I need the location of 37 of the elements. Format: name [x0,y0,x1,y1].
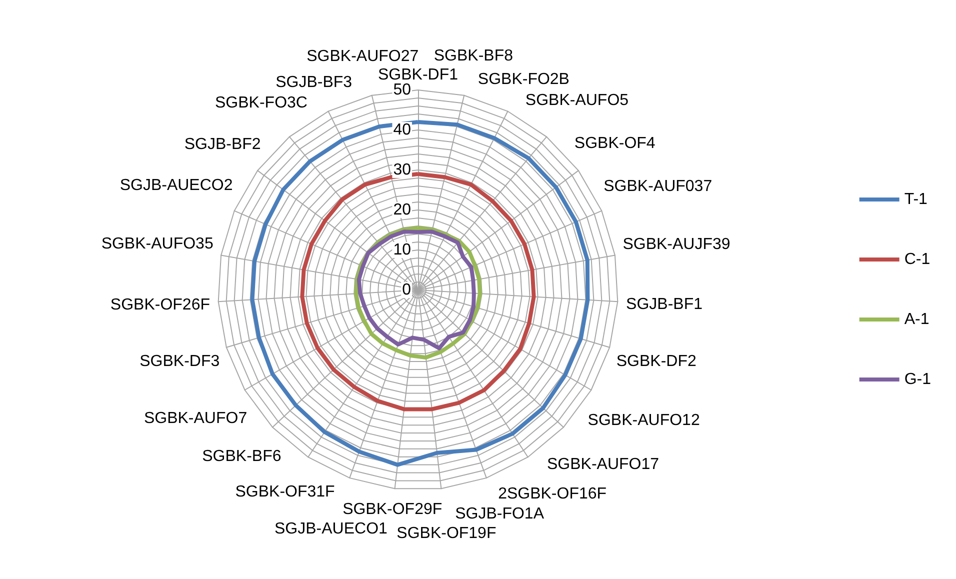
legend-label: A-1 [904,311,930,328]
spoke-label: SGJB-BF1 [626,296,703,313]
spoke-label: SGBK-AUJF39 [622,236,730,253]
spoke-label: SGBK-OF19F [396,524,496,542]
spoke-label: SGBK-BF6 [202,448,282,465]
spoke-label: SGBK-AUFO17 [547,456,660,474]
spoke-label: SGBK-AUFO7 [144,410,248,427]
y-tick-label: 30 [393,162,412,178]
spoke-label: SGBK-OF29F [342,500,442,518]
spoke-label: SGBK-FO2B [478,71,570,88]
legend-label: G-1 [904,371,932,388]
spoke-label: SGBK-AUFO35 [101,236,214,253]
spoke-label: SGBK-FO3C [214,94,308,112]
spoke-label: SGBK-OF31F [235,484,336,501]
y-tick-label: 50 [393,82,412,98]
spoke-label: SGBK-DF3 [140,352,220,370]
spoke-label: SGBK-AUFO5 [525,92,629,110]
legend-label: C-1 [904,251,930,268]
spoke-label: SGBK-AUF037 [604,178,712,196]
spoke-label: SGBK-DF2 [616,352,696,370]
y-tick-label: 40 [393,122,412,138]
spoke-label: SGBK-AUFO12 [588,412,700,429]
spoke-label: SGJB-FO1A [455,505,544,522]
spoke-label: SGJB-AUECO2 [120,177,233,194]
spoke-label: SGJB-BF3 [276,74,352,92]
spoke-label: SGBK-OF4 [574,134,656,152]
spoke-label: 2SGBK-OF16F [498,486,607,503]
y-tick-label: 10 [393,242,412,258]
y-tick-label: 0 [402,282,412,298]
spoke-label: SGJB-BF2 [184,136,261,154]
spoke-label: SGBK-OF26F [110,296,210,314]
legend-label: T-1 [904,191,928,208]
y-tick-label: 20 [393,202,412,218]
spoke-label: SGBK-BF8 [434,48,514,65]
spoke-label: SGBK-AUFO27 [306,48,419,65]
spoke-label: SGBK-DF1 [378,66,458,84]
spoke-label: SGJB-AUECO1 [274,520,388,538]
